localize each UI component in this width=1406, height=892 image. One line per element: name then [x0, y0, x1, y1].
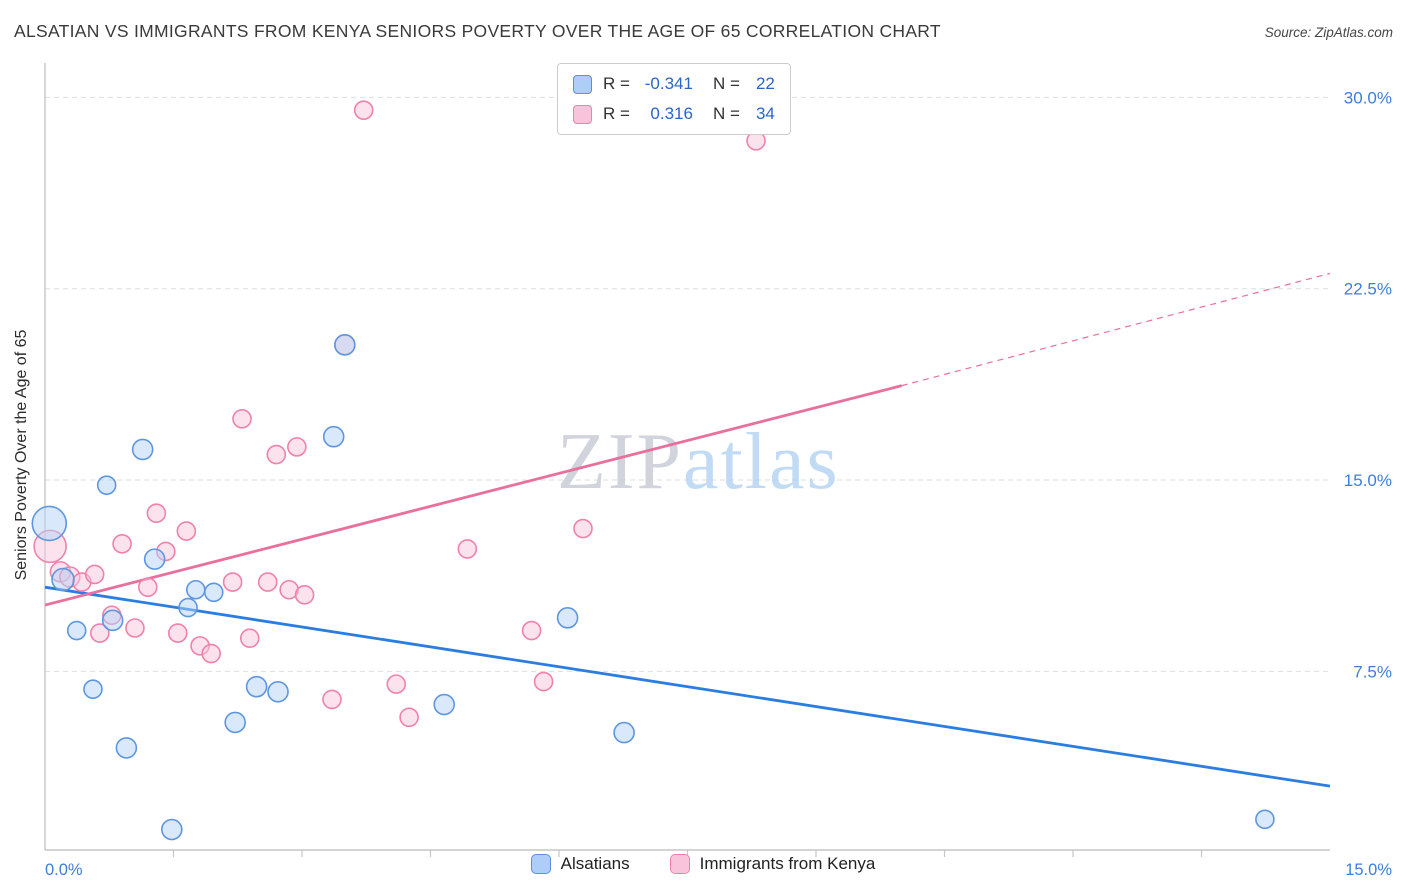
kenya-point[interactable]: [521, 620, 542, 641]
n-label: N =: [712, 74, 740, 93]
n-stat: N = 22: [713, 72, 775, 96]
alsatians-point[interactable]: [224, 711, 246, 734]
y-tick-label: 7.5%: [1353, 662, 1392, 681]
y-axis-title: Seniors Poverty Over the Age of 65: [13, 329, 30, 581]
kenya-point[interactable]: [322, 689, 342, 710]
kenya-point[interactable]: [386, 674, 407, 694]
kenya-point[interactable]: [353, 100, 374, 120]
kenya-point[interactable]: [287, 437, 307, 457]
alsatians-point[interactable]: [66, 620, 87, 641]
kenya-point[interactable]: [239, 628, 260, 649]
alsatians-point[interactable]: [115, 737, 138, 759]
alsatians-point[interactable]: [101, 609, 124, 632]
kenya-point[interactable]: [232, 409, 252, 429]
r-label: R =: [603, 104, 630, 123]
alsatians-point[interactable]: [267, 680, 289, 703]
y-tick-label: 22.5%: [1344, 280, 1392, 299]
kenya-point[interactable]: [176, 521, 197, 541]
alsatians-color-swatch: [573, 74, 592, 94]
kenya-point[interactable]: [125, 618, 145, 638]
legend-row-kenya: R = 0.316 N = 34: [573, 102, 775, 126]
legend-item-kenya[interactable]: Immigrants from Kenya: [669, 854, 876, 874]
alsatians-point[interactable]: [203, 582, 224, 603]
kenya-point[interactable]: [222, 572, 243, 592]
kenya-point[interactable]: [138, 577, 158, 597]
kenya-point[interactable]: [167, 623, 188, 643]
r-stat: R = -0.341: [603, 72, 693, 96]
alsatians-point[interactable]: [83, 679, 103, 700]
alsatians-point[interactable]: [334, 334, 356, 356]
legend-row-alsatians: R = -0.341 N = 22: [573, 72, 775, 96]
alsatians-point[interactable]: [178, 597, 198, 618]
kenya-point[interactable]: [90, 623, 110, 643]
kenya-color-swatch: [573, 104, 592, 124]
r-label: R =: [603, 74, 630, 93]
kenya-point[interactable]: [457, 539, 478, 559]
n-value: 22: [755, 74, 775, 93]
kenya-point[interactable]: [257, 572, 278, 592]
alsatians-point[interactable]: [96, 475, 117, 495]
kenya-swatch: [669, 854, 690, 874]
source-attribution: Source: ZipAtlas.com: [1264, 25, 1393, 40]
zipatlas-watermark: ZIPatlas: [557, 418, 840, 506]
alsatians-point[interactable]: [185, 579, 206, 600]
alsatians-point[interactable]: [613, 721, 635, 744]
n-stat: N = 34: [713, 102, 775, 126]
alsatians-point[interactable]: [160, 818, 183, 841]
r-value: 0.316: [650, 104, 693, 123]
alsatians-point[interactable]: [322, 425, 345, 448]
legend-item-alsatians[interactable]: Alsatians: [530, 854, 630, 874]
y-tick-label: 15.0%: [1344, 471, 1392, 490]
alsatians-point[interactable]: [433, 693, 456, 716]
y-tick-label: 30.0%: [1344, 88, 1392, 107]
alsatians-legend-label: Alsatians: [560, 854, 630, 873]
series-legend: Alsatians Immigrants from Kenya: [0, 848, 1406, 880]
kenya-trend-line: [901, 272, 1331, 387]
kenya-point[interactable]: [573, 518, 593, 539]
alsatians-point[interactable]: [1255, 809, 1275, 830]
alsatians-trend-line: [44, 585, 1331, 788]
chart-title: ALSATIAN VS IMMIGRANTS FROM KENYA SENIOR…: [14, 21, 941, 41]
kenya-legend-label: Immigrants from Kenya: [699, 854, 876, 873]
alsatians-point[interactable]: [556, 607, 579, 629]
x-min-label: 0.0%: [45, 861, 83, 879]
kenya-point[interactable]: [533, 671, 554, 692]
kenya-point[interactable]: [112, 534, 132, 554]
alsatians-point[interactable]: [131, 438, 154, 461]
alsatians-point[interactable]: [143, 548, 166, 570]
alsatians-point[interactable]: [31, 505, 68, 542]
kenya-point[interactable]: [399, 707, 419, 728]
kenya-point[interactable]: [294, 585, 315, 605]
correlation-stats-legend: R = -0.341 N = 22 R = 0.316 N = 34: [557, 63, 791, 135]
x-max-label: 15.0%: [1345, 861, 1392, 879]
kenya-point[interactable]: [201, 643, 221, 664]
kenya-point[interactable]: [84, 564, 105, 585]
r-stat: R = 0.316: [603, 102, 693, 126]
alsatians-point[interactable]: [245, 675, 268, 698]
n-label: N =: [712, 104, 740, 123]
n-value: 34: [755, 104, 775, 123]
alsatians-point[interactable]: [51, 567, 75, 592]
kenya-point[interactable]: [266, 444, 287, 465]
alsatians-swatch: [530, 854, 551, 874]
kenya-trend-line: [44, 384, 903, 607]
kenya-point[interactable]: [146, 503, 167, 524]
r-value: -0.341: [644, 74, 693, 93]
